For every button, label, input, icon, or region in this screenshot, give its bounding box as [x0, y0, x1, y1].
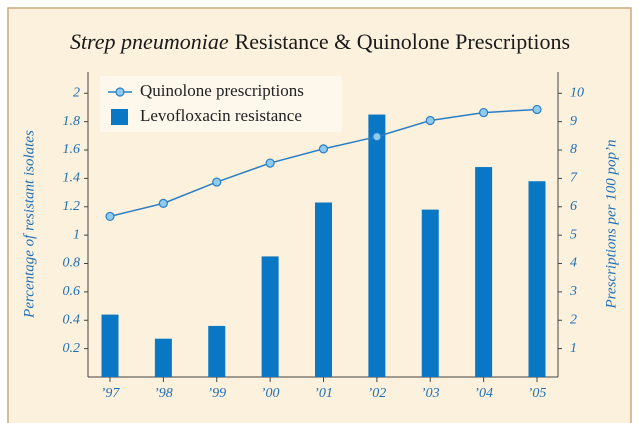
line-marker — [532, 104, 542, 115]
x-tick-label: ’00 — [261, 386, 280, 401]
y2-tick-label: 6 — [570, 199, 577, 214]
x-tick-label: ’97 — [101, 386, 121, 401]
x-tick-label: ’03 — [421, 386, 440, 401]
y-axis-title: Percentage of resistant isolates — [21, 130, 37, 319]
line-marker — [158, 198, 168, 208]
y-tick-label: 0.4 — [63, 312, 81, 327]
legend-label: Levofloxacin resistance — [140, 106, 302, 125]
y-tick-label: 1.6 — [63, 142, 81, 157]
bar — [101, 314, 119, 377]
legend-box — [100, 76, 342, 132]
y-tick-label: 1 — [73, 227, 80, 242]
line-marker — [318, 144, 329, 154]
x-tick-label: ’02 — [368, 386, 387, 401]
bar — [528, 181, 546, 377]
y2-tick-label: 9 — [570, 114, 577, 129]
x-tick-label: ’99 — [207, 386, 226, 401]
line-marker — [372, 132, 382, 142]
y-tick-label: 0.2 — [63, 341, 81, 356]
y2-tick-label: 8 — [570, 142, 577, 157]
bar — [475, 167, 493, 377]
line-marker — [212, 177, 222, 187]
bar — [421, 209, 439, 377]
y-tick-label: 0.8 — [63, 256, 81, 271]
y-tick-label: 2 — [73, 85, 80, 100]
bar — [208, 325, 226, 377]
x-tick-label: ’01 — [314, 386, 333, 401]
line-marker — [265, 158, 275, 168]
title-italic: Strep pneumoniae — [70, 29, 229, 54]
y2-axis-title: Prescriptions per 100 pop’n — [603, 139, 619, 309]
y2-tick-label: 7 — [570, 171, 578, 186]
line-marker — [105, 211, 115, 222]
bar — [154, 338, 172, 377]
x-tick-label: ’05 — [528, 386, 547, 401]
legend-label: Quinolone prescriptions — [140, 81, 304, 100]
chart-title: Strep pneumoniae Resistance & Quinolone P… — [70, 29, 570, 54]
bar — [315, 202, 332, 377]
line-marker — [479, 107, 489, 118]
legend-marker — [115, 87, 125, 97]
line-marker — [425, 115, 435, 126]
x-tick-label: ’04 — [474, 386, 493, 401]
y2-tick-label: 5 — [570, 227, 577, 242]
y-tick-label: 1.4 — [63, 171, 81, 186]
y-tick-label: 1.8 — [63, 114, 81, 129]
y2-tick-label: 10 — [570, 85, 584, 100]
y2-tick-label: 3 — [569, 284, 577, 299]
legend-swatch — [111, 109, 128, 125]
x-tick-label: ’98 — [154, 386, 173, 401]
bar — [261, 256, 279, 377]
bar — [368, 114, 386, 377]
y2-tick-label: 1 — [570, 341, 577, 356]
y2-tick-label: 2 — [570, 312, 577, 327]
y-tick-label: 1.2 — [63, 199, 81, 214]
title-roman: Resistance & Quinolone Prescriptions — [235, 29, 570, 54]
y-tick-label: 0.6 — [63, 284, 81, 299]
y2-tick-label: 4 — [570, 256, 577, 271]
